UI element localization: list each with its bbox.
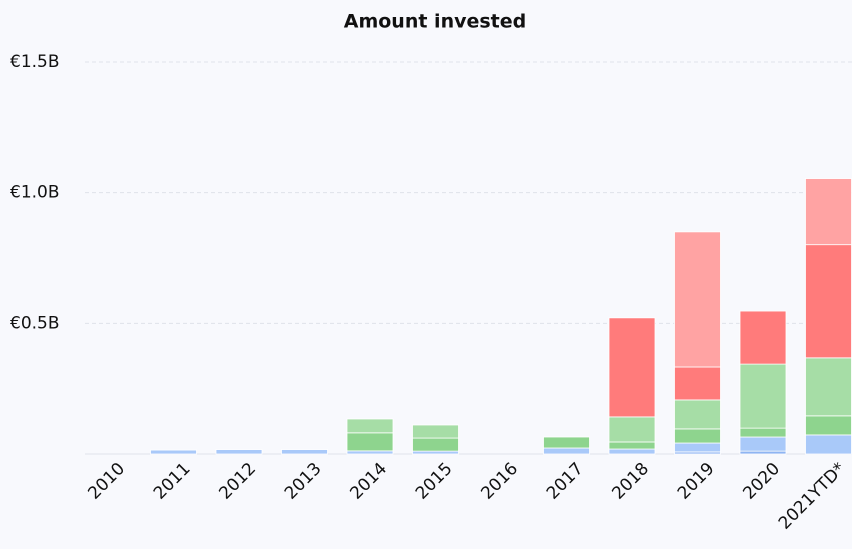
bar-segment (739, 310, 787, 365)
bar-segment (281, 449, 328, 455)
bar-segment (805, 415, 852, 436)
bar-segment (805, 357, 852, 417)
bar-segment (412, 424, 459, 439)
bar-segment (215, 449, 263, 455)
bar-segment (674, 231, 721, 368)
bar-segment (543, 447, 590, 455)
bar-segment (412, 437, 459, 452)
bar-segment (805, 434, 852, 455)
bar-segment (674, 399, 721, 430)
bar-segment (739, 450, 787, 455)
bar-segment (150, 449, 197, 455)
bar-segment (674, 366, 721, 401)
bar-segment (346, 432, 394, 452)
bar-segment (674, 442, 721, 453)
y-tick-label: €0.5B (10, 313, 60, 333)
bar-segment (674, 428, 721, 444)
bar-segment (346, 418, 394, 434)
y-tick-label: €1.5B (10, 52, 60, 72)
bar-segment (739, 363, 787, 429)
bar-segment (608, 416, 656, 443)
bar-segment (412, 450, 459, 455)
bar-segment (608, 448, 656, 455)
y-tick-label: €1.0B (10, 183, 60, 203)
bar-segment (346, 450, 394, 455)
bar-segment (805, 244, 852, 359)
bar-segment (805, 178, 852, 246)
bar-segment (608, 441, 656, 450)
bar-segment (739, 427, 787, 438)
bar-segment (608, 317, 656, 418)
chart-title: Amount invested (344, 11, 527, 33)
bar-segment (739, 436, 787, 452)
bar-segment (543, 436, 590, 449)
